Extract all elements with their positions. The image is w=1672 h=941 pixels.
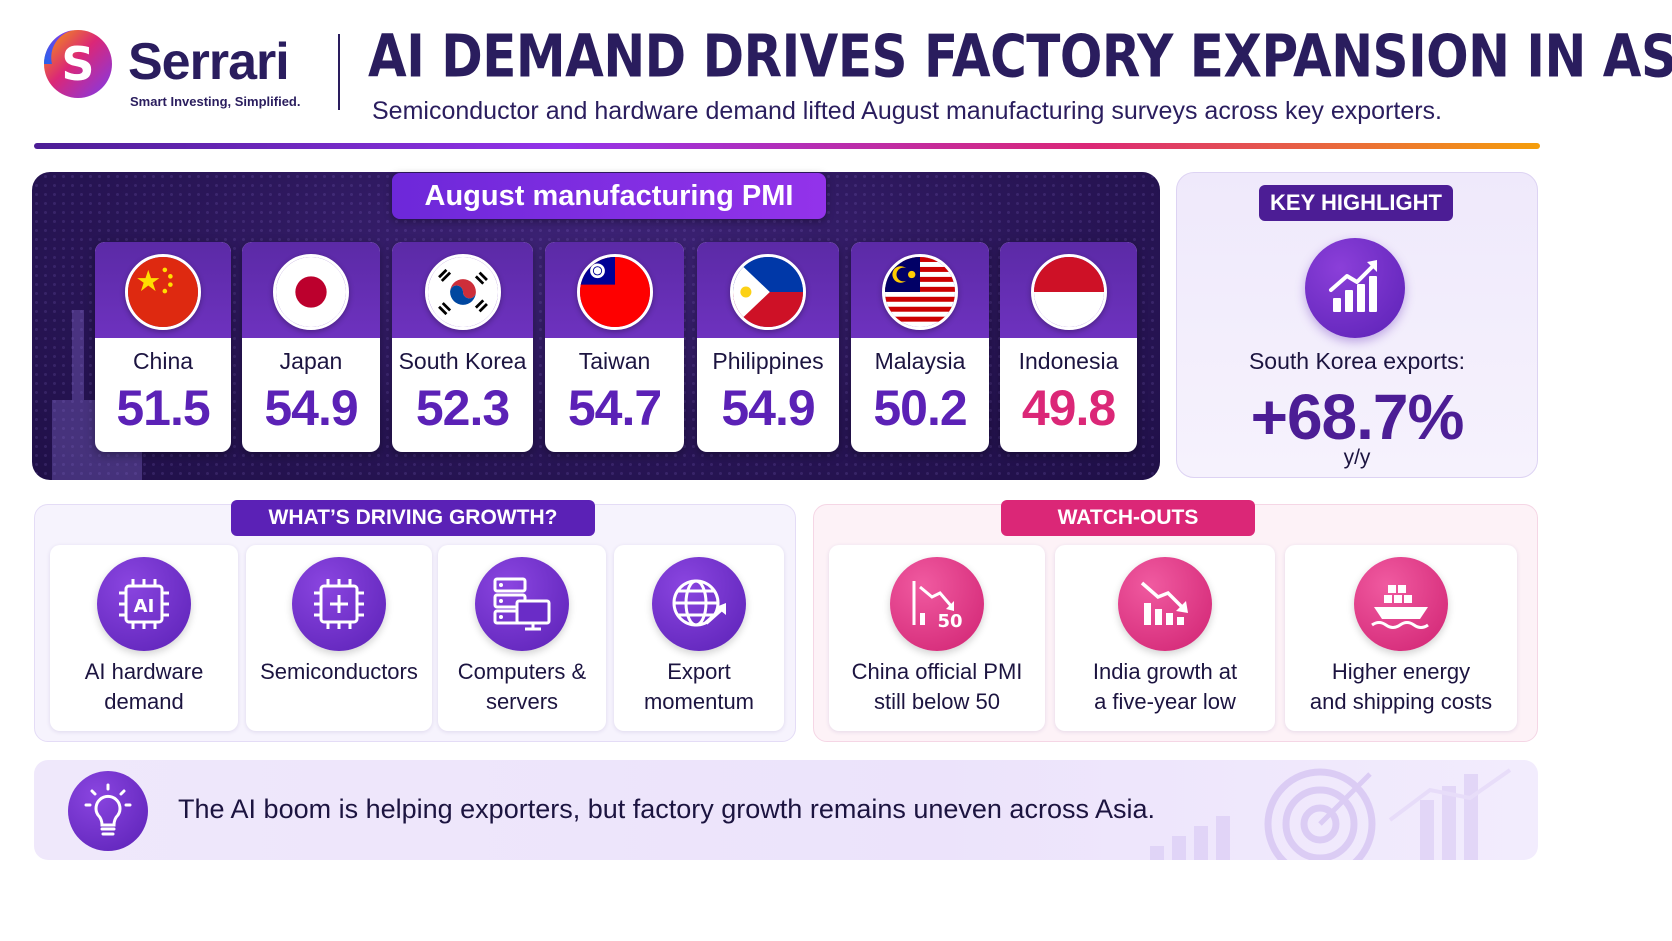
pmi-value: 54.9: [264, 380, 358, 436]
brand-tagline: Smart Investing, Simplified.: [130, 94, 301, 109]
server-computer-icon: [475, 557, 569, 651]
country-card-malaysia: Malaysia 50.2: [851, 242, 989, 452]
page-subtitle: Semiconductor and hardware demand lifted…: [372, 97, 1442, 125]
svg-text:AI: AI: [134, 596, 155, 617]
label-line-1: China official PMI: [851, 659, 1023, 684]
growth-item-label: Computers & servers: [438, 657, 606, 717]
label-line-2: demand: [104, 689, 184, 714]
label-line-1: AI hardware: [84, 659, 204, 684]
declining-bars-icon: [1118, 557, 1212, 651]
pmi-value: 49.8: [1021, 380, 1116, 436]
highlight-value: +68.7%: [1250, 381, 1465, 453]
growth-item-computers-servers: Computers & servers: [438, 545, 606, 731]
pmi-title-banner: August manufacturing PMI: [392, 173, 826, 219]
label-line-2: and shipping costs: [1309, 689, 1493, 714]
label-line-1: Computers &: [457, 659, 587, 684]
driving-growth-badge: WHAT’S DRIVING GROWTH?: [231, 500, 595, 536]
brand-name: Serrari: [128, 33, 290, 91]
flag-band: [1000, 242, 1137, 338]
country-name: China: [132, 348, 194, 374]
label-line-2: still below 50: [874, 689, 1000, 714]
japan-flag-icon: [273, 254, 349, 330]
svg-text:S: S: [61, 37, 94, 91]
key-highlight-badge: KEY HIGHLIGHT: [1259, 185, 1453, 221]
flag-band: [242, 242, 380, 338]
pmi-value: 51.5: [116, 380, 210, 436]
watch-item-energy-shipping: Higher energy and shipping costs: [1285, 545, 1517, 731]
globe-arrow-icon: [652, 557, 746, 651]
watch-item-label: China official PMI still below 50: [829, 657, 1045, 717]
declining-chart-50-icon: 50: [890, 557, 984, 651]
pmi-value: 54.7: [567, 380, 662, 436]
china-flag-icon: [125, 254, 201, 330]
chip-icon: [292, 557, 386, 651]
country-name: South Korea: [398, 348, 527, 374]
serrari-logo-icon: S: [43, 30, 112, 98]
flag-band: [95, 242, 231, 338]
watch-item-china-pmi: 50 China official PMI still below 50: [829, 545, 1045, 731]
growth-chart-icon: [1305, 238, 1405, 338]
header-divider: [338, 34, 340, 110]
highlight-label: South Korea exports:: [1248, 348, 1466, 374]
taiwan-flag-icon: [576, 254, 653, 330]
flag-band: [392, 242, 533, 338]
watch-item-label: India growth at a five-year low: [1055, 657, 1275, 717]
footer-takeaway: The AI boom is helping exporters, but fa…: [178, 794, 1155, 824]
country-card-indonesia: Indonesia 49.8: [1000, 242, 1137, 452]
growth-item-export-momentum: Export momentum: [614, 545, 784, 731]
ai-chip-icon: AI: [97, 557, 191, 651]
malaysia-flag-icon: [882, 254, 958, 330]
growth-item-label: Semiconductors: [246, 657, 432, 687]
philippines-flag-icon: [730, 254, 806, 330]
label-line-1: Export: [667, 659, 731, 684]
indonesia-flag-icon: [1030, 254, 1107, 330]
country-card-philippines: Philippines 54.9: [697, 242, 839, 452]
label-line-2: servers: [485, 689, 559, 714]
south-korea-flag-icon: [424, 254, 501, 330]
country-name: Indonesia: [1018, 348, 1119, 374]
country-card-china: China 51.5: [95, 242, 231, 452]
growth-item-label: Export momentum: [614, 657, 784, 717]
label-line-2: momentum: [643, 689, 755, 714]
growth-item-ai-hardware: AI AI hardware demand: [50, 545, 238, 731]
flag-band: [851, 242, 989, 338]
watch-item-label: Higher energy and shipping costs: [1285, 657, 1517, 717]
growth-item-label: AI hardware demand: [50, 657, 238, 717]
country-name: Philippines: [712, 348, 824, 374]
country-name: Japan: [279, 348, 343, 374]
growth-item-semiconductors: Semiconductors: [246, 545, 432, 731]
country-card-japan: Japan 54.9: [242, 242, 380, 452]
flag-band: [697, 242, 839, 338]
flag-band: [545, 242, 684, 338]
pmi-value: 52.3: [415, 380, 510, 436]
label-line-1: Semiconductors: [260, 659, 418, 684]
country-name: Taiwan: [578, 348, 651, 374]
watch-item-india-growth: India growth at a five-year low: [1055, 545, 1275, 731]
target-bars-decoration-icon: [1150, 768, 1512, 860]
label-line-1: Higher energy: [1331, 659, 1471, 684]
label-line-2: a five-year low: [1094, 689, 1236, 714]
country-card-taiwan: Taiwan 54.7: [545, 242, 684, 452]
pmi-value: 54.9: [721, 380, 815, 436]
highlight-unit: y/y: [1343, 446, 1371, 469]
watch-outs-badge: WATCH-OUTS: [1001, 500, 1255, 536]
label-line-1: India growth at: [1092, 659, 1238, 684]
icon-50-label: 50: [937, 611, 962, 632]
cargo-ship-icon: [1354, 557, 1448, 651]
pmi-value: 50.2: [873, 380, 967, 436]
brand-logo: S Serrari Smart Investing, Simplified.: [34, 24, 334, 114]
header-gradient-rule: [34, 143, 1540, 149]
lightbulb-icon: [68, 771, 148, 851]
country-name: Malaysia: [874, 348, 966, 374]
country-card-south-korea: South Korea 52.3: [392, 242, 533, 452]
page-title: AI DEMAND DRIVES FACTORY EXPANSION IN AS…: [368, 22, 1672, 91]
